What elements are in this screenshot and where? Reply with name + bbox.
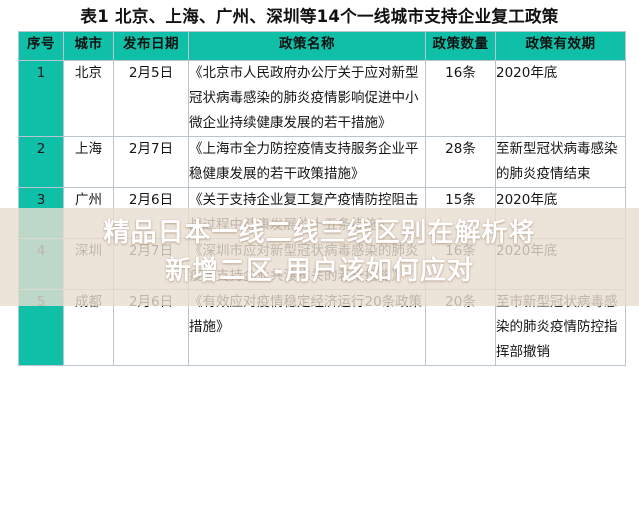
column-header-qty: 政策数量 (425, 31, 496, 61)
cell-quantity: 15条 (425, 187, 496, 239)
cell-city: 成都 (63, 289, 114, 366)
cell-validity: 2020年底 (495, 187, 626, 239)
table-body: 1 北京 2月5日 《北京市人民政府办公厅关于应对新型冠状病毒感染的肺炎疫情影响… (18, 60, 626, 366)
cell-validity: 2020年底 (495, 238, 626, 290)
table-row: 5 成都 2月6日 《有效应对疫情稳定经济运行20条政策措施》 20条 至市新型… (18, 289, 626, 366)
cell-date: 2月7日 (113, 136, 189, 188)
cell-policy-name: 《有效应对疫情稳定经济运行20条政策措施》 (188, 289, 426, 366)
cell-seq: 2 (18, 136, 64, 188)
cell-seq: 3 (18, 187, 64, 239)
policy-table-container: 序号 城市 发布日期 政策名称 政策数量 政策有效期 1 北京 2月5日 《北京… (18, 31, 626, 366)
table-header: 序号 城市 发布日期 政策名称 政策数量 政策有效期 (18, 31, 626, 61)
cell-policy-name: 《关于支持企业复工复产疫情防控阻击战过程中健康发展的十五条措施》 (188, 187, 426, 239)
page-title: 表1 北京、上海、广州、深圳等14个一线城市支持企业复工政策 (80, 7, 559, 26)
cell-quantity: 16条 (425, 238, 496, 290)
column-header-seq: 序号 (18, 31, 64, 61)
cell-date: 2月7日 (113, 238, 189, 290)
column-header-date: 发布日期 (113, 31, 189, 61)
table-header-row: 序号 城市 发布日期 政策名称 政策数量 政策有效期 (18, 31, 626, 61)
cell-validity: 2020年底 (495, 60, 626, 137)
policy-table: 序号 城市 发布日期 政策名称 政策数量 政策有效期 1 北京 2月5日 《北京… (18, 31, 626, 366)
table-row: 1 北京 2月5日 《北京市人民政府办公厅关于应对新型冠状病毒感染的肺炎疫情影响… (18, 60, 626, 137)
cell-city: 深圳 (63, 238, 114, 290)
column-header-val: 政策有效期 (495, 31, 626, 61)
cell-validity: 至新型冠状病毒感染的肺炎疫情结束 (495, 136, 626, 188)
cell-policy-name: 《上海市全力防控疫情支持服务企业平稳健康发展的若干政策措施》 (188, 136, 426, 188)
cell-seq: 4 (18, 238, 64, 290)
cell-date: 2月6日 (113, 289, 189, 366)
cell-date: 2月6日 (113, 187, 189, 239)
table-row: 2 上海 2月7日 《上海市全力防控疫情支持服务企业平稳健康发展的若干政策措施》… (18, 136, 626, 188)
table-row: 3 广州 2月6日 《关于支持企业复工复产疫情防控阻击战过程中健康发展的十五条措… (18, 187, 626, 239)
cell-city: 广州 (63, 187, 114, 239)
cell-seq: 5 (18, 289, 64, 366)
table-row: 4 深圳 2月7日 《深圳市应对新型冠状病毒感染的肺炎疫情支持企业共渡难关的若干… (18, 238, 626, 290)
cell-date: 2月5日 (113, 60, 189, 137)
cell-quantity: 20条 (425, 289, 496, 366)
cell-quantity: 16条 (425, 60, 496, 137)
column-header-city: 城市 (63, 31, 114, 61)
column-header-name: 政策名称 (188, 31, 426, 61)
cell-validity: 至市新型冠状病毒感染的肺炎疫情防控指挥部撤销 (495, 289, 626, 366)
cell-seq: 1 (18, 60, 64, 137)
cell-policy-name: 《深圳市应对新型冠状病毒感染的肺炎疫情支持企业共渡难关的若干措施》 (188, 238, 426, 290)
cell-city: 上海 (63, 136, 114, 188)
cell-city: 北京 (63, 60, 114, 137)
cell-quantity: 28条 (425, 136, 496, 188)
cell-policy-name: 《北京市人民政府办公厅关于应对新型冠状病毒感染的肺炎疫情影响促进中小微企业持续健… (188, 60, 426, 137)
